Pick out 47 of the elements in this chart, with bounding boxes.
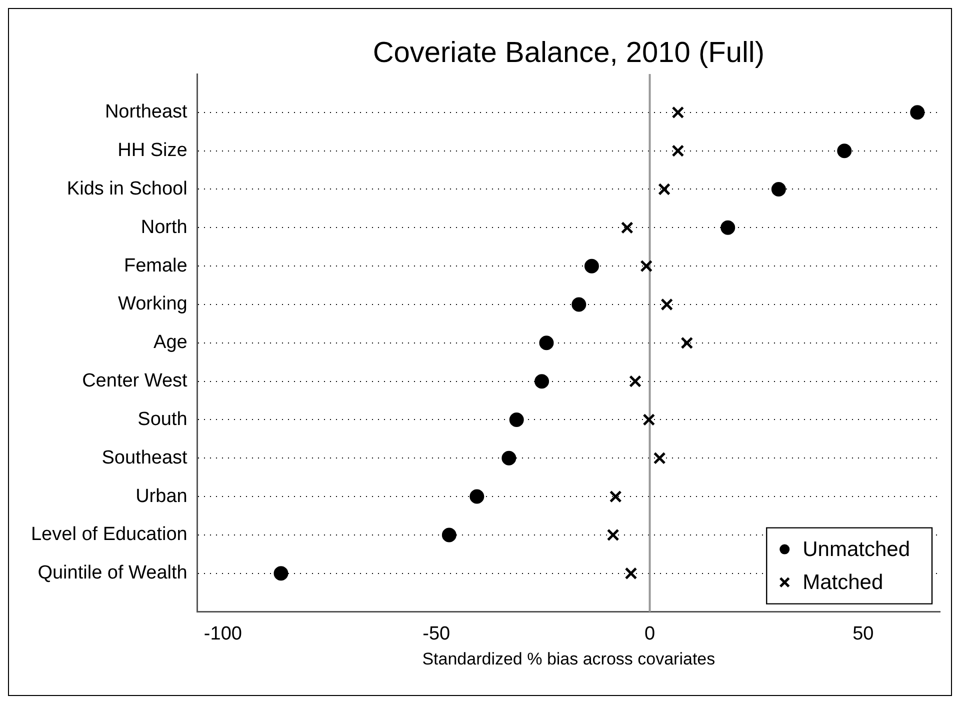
point — [620, 221, 634, 234]
y-tick-label: Working — [118, 294, 188, 315]
point — [502, 450, 516, 466]
point — [629, 375, 642, 388]
point — [720, 220, 736, 235]
point — [658, 183, 670, 196]
point — [672, 106, 684, 119]
point — [509, 412, 524, 427]
point — [584, 258, 599, 274]
point — [470, 489, 484, 504]
y-tick-label: Urban — [136, 486, 188, 507]
y-tick-label: Center West — [82, 370, 188, 392]
point — [660, 298, 674, 311]
x-tick-label: 0 — [644, 623, 656, 644]
point — [609, 490, 622, 503]
x-tick-label: -50 — [422, 623, 450, 644]
x-tick-label: 50 — [852, 623, 874, 644]
y-tick-label: North — [140, 216, 188, 238]
point — [274, 566, 288, 581]
point — [606, 528, 620, 542]
point — [539, 336, 554, 350]
y-tick-label: Kids in School — [66, 178, 188, 200]
point — [653, 452, 666, 464]
point — [640, 260, 653, 272]
y-tick-label: Quintile of Wealth — [38, 562, 188, 584]
chart-title: Coveriate Balance, 2010 (Full) — [372, 37, 765, 69]
point — [442, 528, 456, 542]
y-tick-label: Northeast — [104, 102, 188, 123]
x-axis-title: Standardized % bias across covariates — [422, 649, 716, 668]
x-tick-label: -100 — [204, 623, 242, 644]
y-tick-label: South — [138, 408, 188, 430]
point — [534, 374, 550, 389]
y-tick-label: Southeast — [102, 447, 188, 468]
y-tick-label: Level of Education — [30, 524, 188, 546]
legend-label: Matched — [802, 571, 884, 594]
point — [572, 297, 586, 312]
point — [771, 182, 786, 196]
legend-label: Unmatched — [802, 538, 910, 562]
point — [680, 336, 694, 350]
y-tick-label: Female — [124, 255, 188, 276]
point — [642, 414, 656, 426]
point — [910, 105, 925, 120]
y-tick-label: HH Size — [118, 140, 188, 162]
y-tick-label: Age — [154, 332, 188, 354]
point — [624, 567, 638, 580]
point — [837, 144, 852, 158]
point — [672, 144, 684, 158]
